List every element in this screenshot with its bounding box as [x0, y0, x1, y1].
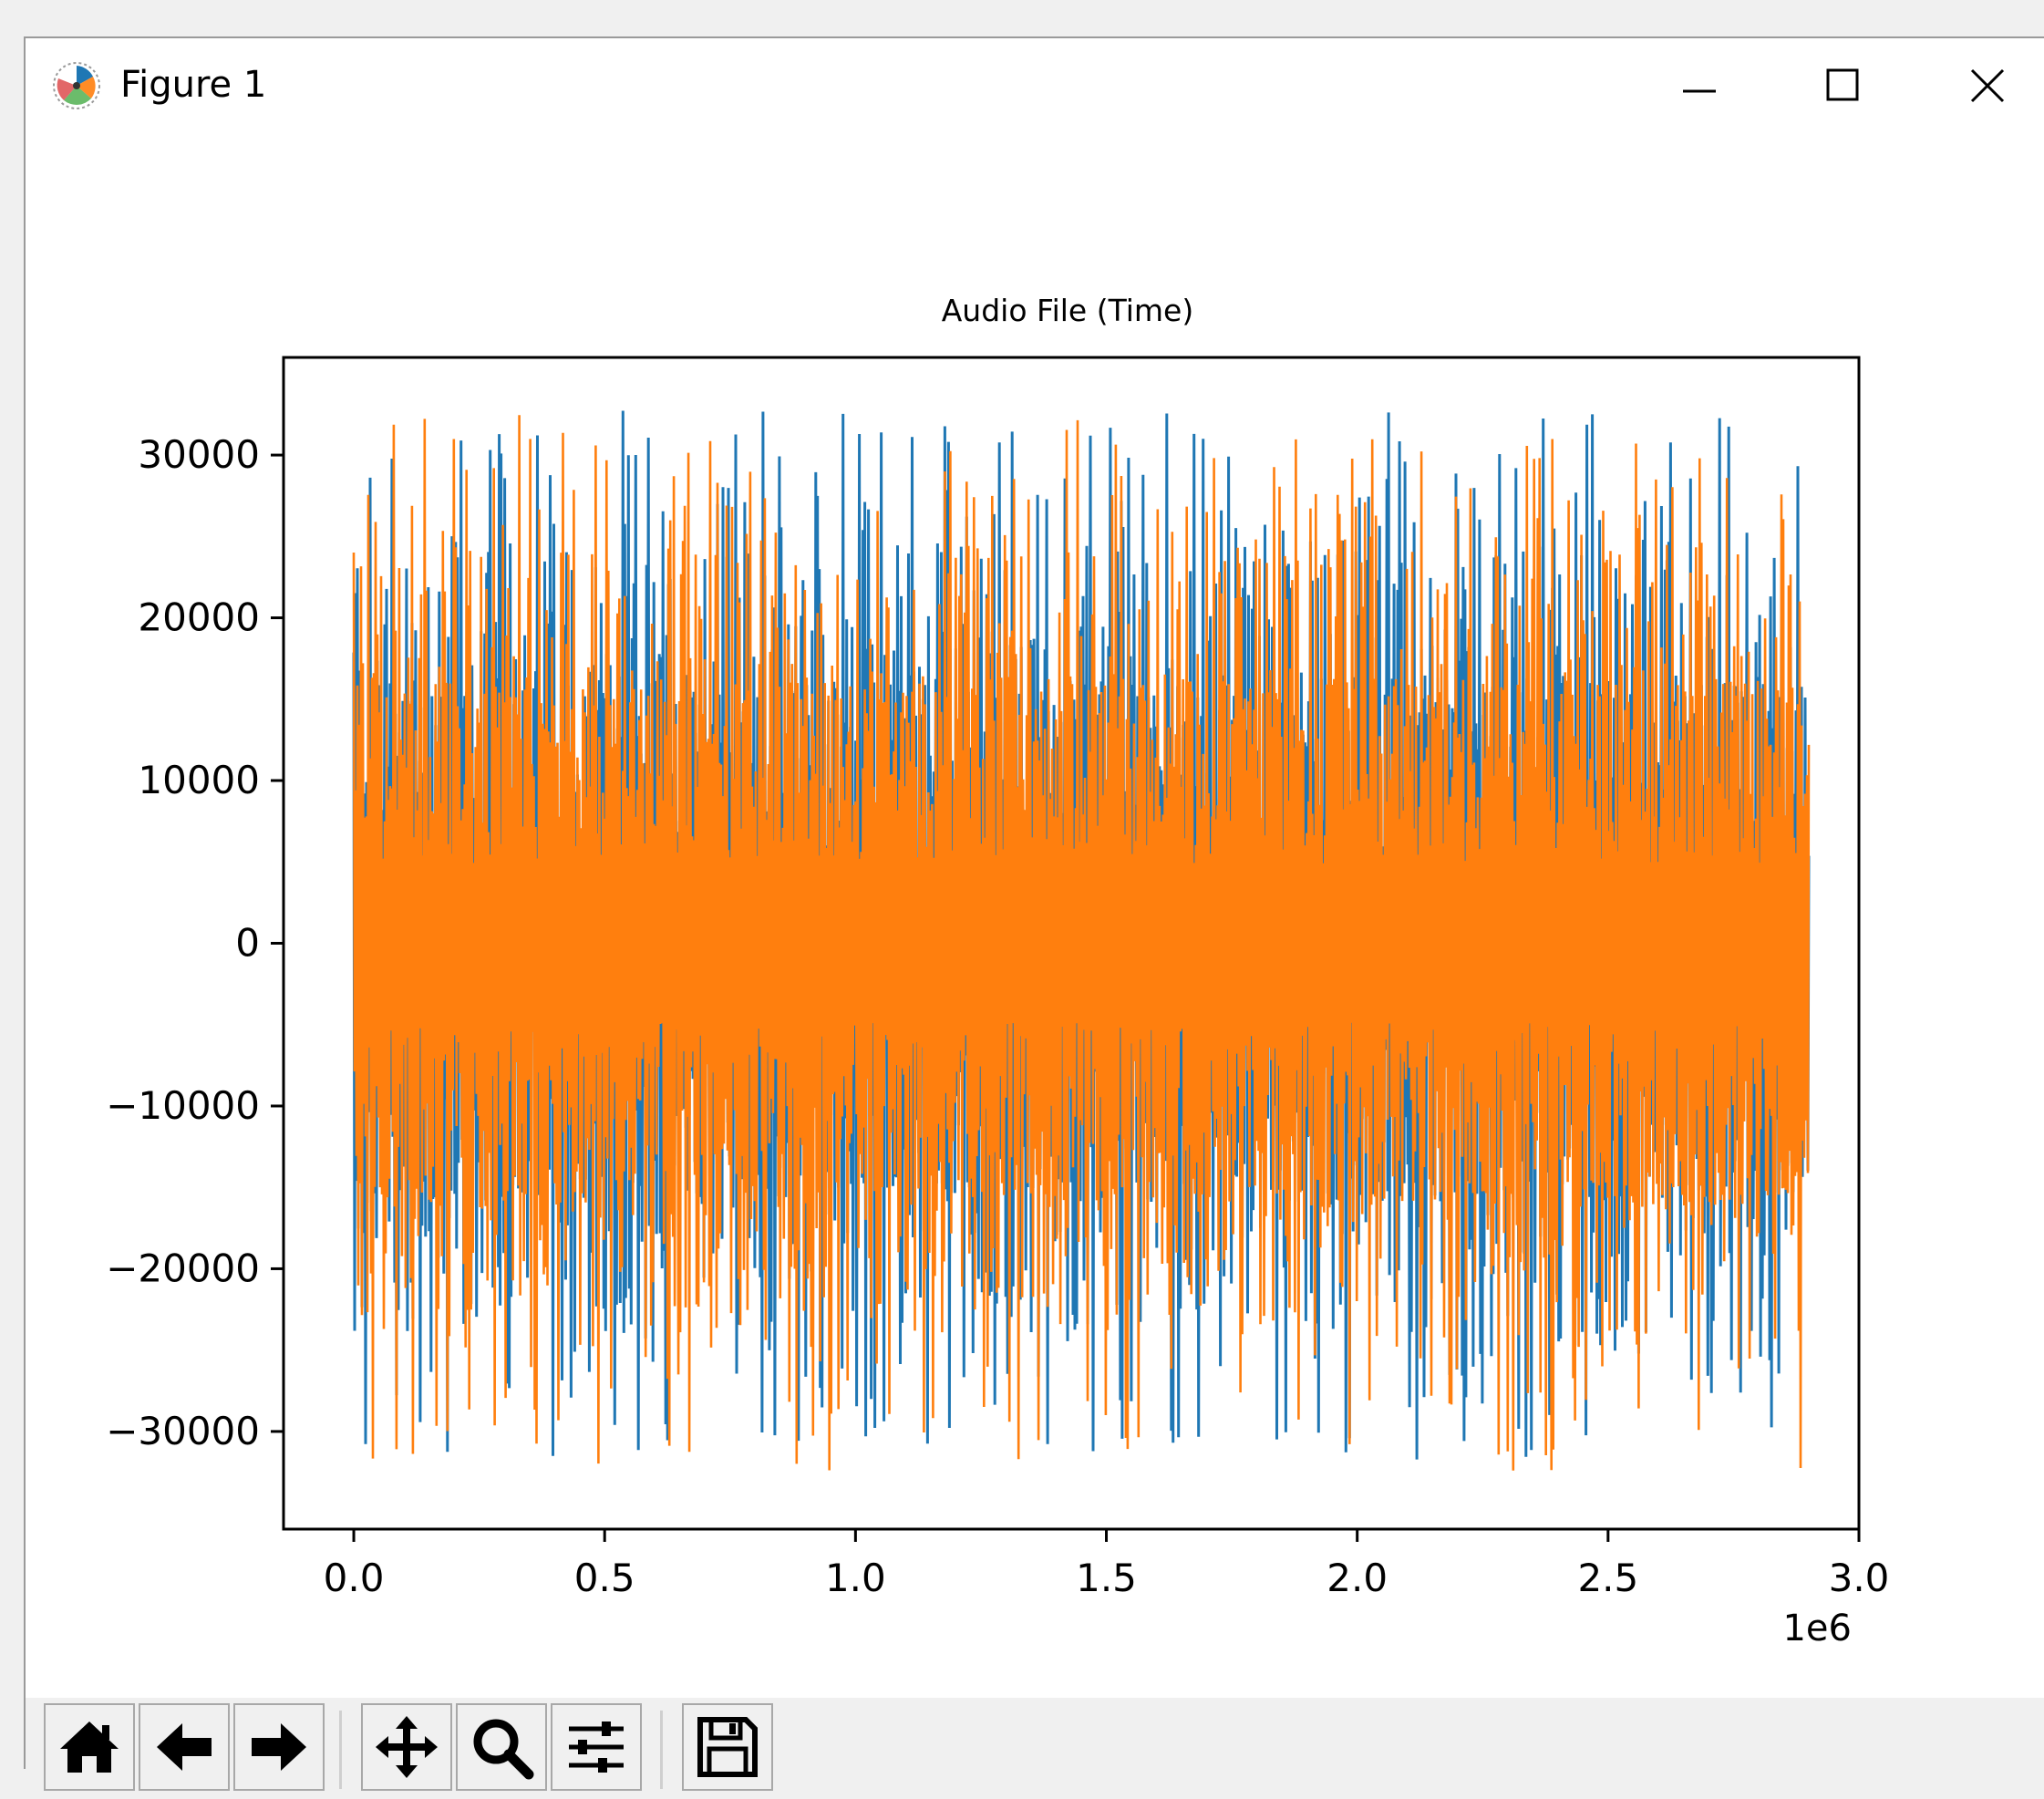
waveforms: [352, 410, 1811, 1471]
home-icon: [60, 1721, 119, 1773]
figure-canvas[interactable]: Audio File (Time) 30000 20000 10000 0 −10000…: [26, 129, 2044, 1698]
move-icon: [376, 1716, 438, 1778]
back-button[interactable]: [139, 1703, 230, 1791]
floppy-disk-icon: [697, 1717, 758, 1777]
y-tick-label: 10000: [138, 758, 260, 802]
sliders-icon: [569, 1721, 624, 1773]
audio-time-chart[interactable]: Audio File (Time) 30000 20000 10000 0 −10000…: [26, 129, 2044, 1698]
home-button[interactable]: [44, 1703, 135, 1791]
y-tick-label: −30000: [106, 1409, 260, 1453]
toolbar-separator: [660, 1711, 663, 1789]
toolbar-separator: [339, 1711, 342, 1789]
x-tick-label: 3.0: [1829, 1556, 1890, 1600]
close-icon: [1970, 68, 2005, 103]
x-tick-label: 1.0: [825, 1556, 886, 1600]
y-tick-label: −20000: [106, 1246, 260, 1290]
x-axis-offset-label: 1e6: [1782, 1608, 1852, 1649]
x-tick-label: 2.5: [1577, 1556, 1638, 1600]
x-tick-label: 1.5: [1076, 1556, 1137, 1600]
save-button[interactable]: [682, 1703, 773, 1791]
minimize-icon: [1683, 89, 1716, 93]
configure-subplots-button[interactable]: [551, 1703, 642, 1791]
pan-button[interactable]: [361, 1703, 452, 1791]
y-tick-label: 30000: [138, 432, 260, 477]
waveform-series-2: [352, 415, 1811, 1471]
window-title: Figure 1: [120, 64, 267, 106]
magnifier-icon: [473, 1719, 534, 1780]
y-tick-label: −10000: [106, 1083, 260, 1128]
x-axis: 0.0 0.5 1.0 1.5 2.0 2.5 3.0: [324, 1529, 1890, 1600]
maximize-icon: [1826, 68, 1859, 101]
y-tick-label: 0: [235, 921, 260, 966]
chart-title: Audio File (Time): [942, 293, 1194, 328]
y-tick-label: 20000: [138, 595, 260, 640]
title-bar[interactable]: Figure 1: [26, 38, 2044, 129]
forward-button[interactable]: [233, 1703, 325, 1791]
x-tick-label: 0.0: [324, 1556, 385, 1600]
matplotlib-logo-icon: [51, 60, 102, 111]
figure-window: Figure 1 Audio File (Time) 30000 20000 100…: [24, 36, 2044, 1799]
zoom-button[interactable]: [456, 1703, 547, 1791]
maximize-button[interactable]: [1816, 58, 1871, 113]
y-axis: 30000 20000 10000 0 −10000 −20000 −30000: [106, 432, 284, 1453]
arrow-left-icon: [157, 1723, 212, 1771]
arrow-right-icon: [252, 1723, 306, 1771]
navigation-toolbar: [26, 1698, 2044, 1799]
close-button[interactable]: [1960, 58, 2015, 113]
x-tick-label: 2.0: [1327, 1556, 1388, 1600]
minimize-button[interactable]: [1672, 58, 1727, 113]
x-tick-label: 0.5: [574, 1556, 635, 1600]
